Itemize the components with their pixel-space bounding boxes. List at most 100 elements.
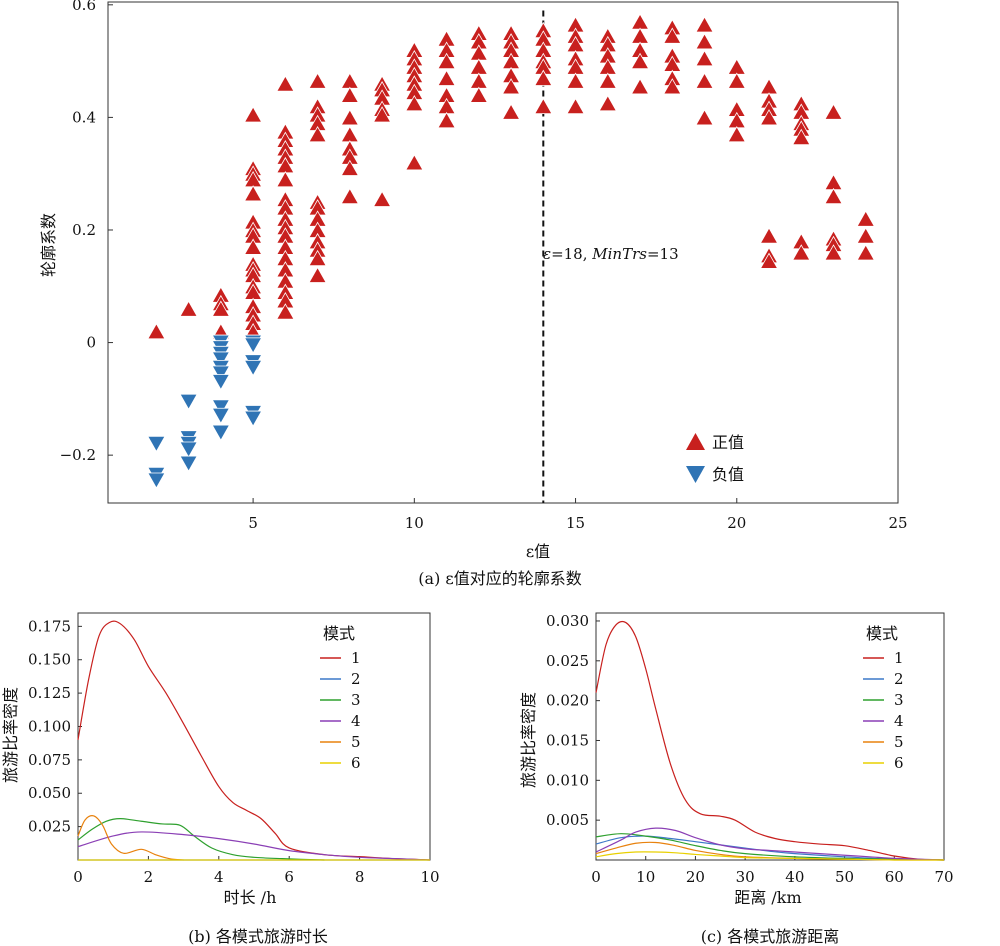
x-tick-label-b: 6 xyxy=(284,868,294,886)
annotation-text-1: =18, xyxy=(551,245,592,263)
positive-point xyxy=(630,13,650,30)
legend-label-mode-2: 2 xyxy=(894,670,904,688)
x-tick-label-b: 10 xyxy=(420,868,439,886)
positive-point xyxy=(598,72,617,89)
negative-point xyxy=(211,351,231,368)
x-tick-label-c: 0 xyxy=(591,868,601,886)
y-tick-label-a: 0 xyxy=(86,334,96,352)
legend-negative-label: 负值 xyxy=(712,465,744,484)
panel-c-distance-density: 0 10 20 30 40 50 60 70 0.005 0.010 0.015 0.020 0.02… xyxy=(519,612,954,946)
positive-point xyxy=(276,75,295,92)
positive-point xyxy=(469,58,489,75)
positive-point xyxy=(663,27,682,44)
y-tick-label-b: 0.050 xyxy=(28,784,71,802)
positive-point xyxy=(856,227,875,244)
x-tick-label-a: 5 xyxy=(248,514,258,532)
positive-point xyxy=(534,97,553,115)
positive-point xyxy=(501,78,521,95)
positive-point xyxy=(179,300,198,317)
x-tick-label-a: 20 xyxy=(727,514,746,532)
positive-point xyxy=(695,72,714,89)
density-line-mode-1 xyxy=(77,620,431,861)
x-tick-label-a: 25 xyxy=(888,514,907,532)
negative-point xyxy=(211,424,231,441)
legend-a: 正值 负值 xyxy=(686,433,744,484)
positive-point xyxy=(372,190,392,207)
positive-point xyxy=(630,52,650,70)
positive-point xyxy=(727,58,746,75)
positive-point xyxy=(695,16,714,33)
positive-point xyxy=(630,27,650,44)
y-tick-label-a: 0.2 xyxy=(72,221,96,239)
positive-point xyxy=(824,103,843,120)
y-tick-label-c: 0.005 xyxy=(546,811,589,829)
panel-b-duration-density: 0 2 4 6 8 10 0.025 0.050 0.075 0.100 0.125 0.150 0.… xyxy=(1,612,440,946)
legend-label-mode-5: 5 xyxy=(351,733,361,751)
legend-title-c: 模式 xyxy=(866,624,898,643)
legend-positive-label: 正值 xyxy=(712,433,744,452)
y-tick-label-b: 0.100 xyxy=(28,717,71,735)
positive-point xyxy=(663,78,682,95)
positive-point xyxy=(856,210,875,227)
positive-point xyxy=(824,173,843,191)
positive-point xyxy=(308,125,327,143)
positive-point xyxy=(405,154,424,171)
negative-point xyxy=(211,407,231,425)
y-tick-label-a: −0.2 xyxy=(60,446,96,464)
positive-point xyxy=(824,187,843,205)
positive-point xyxy=(534,69,553,86)
positive-point xyxy=(759,109,779,126)
x-tick-label-c: 70 xyxy=(934,868,953,886)
density-line-mode-4 xyxy=(595,827,945,861)
annotation-text-2: =13 xyxy=(647,245,679,263)
positive-point xyxy=(437,52,456,70)
positive-point xyxy=(695,49,714,67)
x-tick-label-c: 10 xyxy=(636,868,655,886)
positive-point xyxy=(243,238,263,255)
x-axis-label-b: 时长 /h xyxy=(224,888,277,907)
y-tick-label-b: 0.125 xyxy=(28,684,71,702)
x-tick-label-c: 20 xyxy=(686,868,705,886)
positive-point xyxy=(856,244,875,261)
negative-point xyxy=(243,359,263,377)
positive-point xyxy=(243,106,263,123)
legend-label-mode-5: 5 xyxy=(894,733,904,751)
positive-point xyxy=(792,244,811,261)
legend-label-mode-4: 4 xyxy=(351,712,361,730)
legend-label-mode-6: 6 xyxy=(351,754,361,772)
annotation-minTrs: MinTrs xyxy=(591,245,647,263)
y-axis-label-a: 轮廓系数 xyxy=(39,213,58,277)
x-tick-label-b: 2 xyxy=(144,868,154,886)
positive-point xyxy=(340,125,360,143)
density-line-mode-4 xyxy=(77,831,431,861)
positive-point xyxy=(340,159,360,176)
positive-point xyxy=(469,72,489,89)
negative-point xyxy=(211,365,231,382)
density-line-mode-3 xyxy=(595,833,945,861)
positive-point xyxy=(211,300,231,317)
y-axis-label-c: 旅游比率密度 xyxy=(519,692,538,788)
positive-point xyxy=(501,103,521,120)
y-tick-label-c: 0.020 xyxy=(546,692,589,710)
y-tick-label-c: 0.030 xyxy=(546,612,589,630)
caption-a: (a) ε值对应的轮廓系数 xyxy=(418,569,581,588)
positive-point xyxy=(792,128,811,146)
legend-label-mode-2: 2 xyxy=(351,670,361,688)
density-line-mode-5 xyxy=(77,815,184,861)
positive-point xyxy=(276,171,295,188)
x-tick-label-b: 4 xyxy=(214,868,224,886)
negative-point xyxy=(147,472,166,489)
legend-c: 模式 1 2 3 4 5 6 xyxy=(863,624,904,772)
positive-point xyxy=(759,78,779,95)
positive-point xyxy=(695,109,714,126)
x-tick-label-b: 0 xyxy=(73,868,83,886)
positive-point xyxy=(372,106,392,123)
plot-frame-c xyxy=(595,612,945,861)
positive-point xyxy=(566,97,585,115)
y-tick-label-c: 0.025 xyxy=(546,652,589,670)
positive-point xyxy=(630,78,650,95)
legend-positive-marker xyxy=(686,433,705,450)
plot-frame-a xyxy=(107,1,899,504)
negative-point xyxy=(179,455,198,472)
